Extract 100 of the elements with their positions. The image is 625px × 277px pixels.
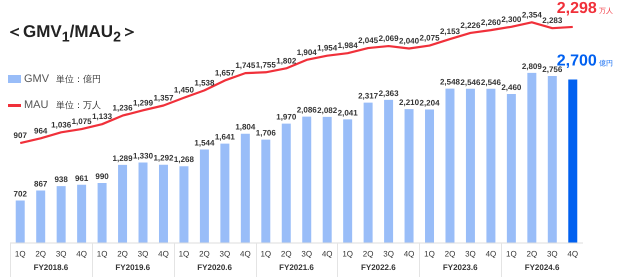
data-label: 1,544: [194, 138, 215, 148]
x-tick-label: 1Q: [178, 250, 190, 259]
data-label: 2,226: [460, 20, 481, 30]
data-label: 1,299: [133, 98, 154, 108]
annotation: 単位：億円: [56, 74, 101, 86]
data-label: 1,133: [92, 112, 113, 122]
text: FY2021.6: [278, 263, 315, 272]
data-label: 1,706: [256, 128, 276, 138]
x-tick-label: 4Q: [158, 250, 169, 259]
data-label: 2,354: [522, 10, 542, 20]
annotation: 単位：万人: [56, 100, 101, 112]
data-label: 1,904: [296, 48, 318, 57]
data-label: 867: [34, 179, 48, 188]
x-tick-label: 1Q: [260, 250, 272, 259]
x-tick-label: 4Q: [240, 250, 251, 259]
x-tick-label: 4Q: [486, 250, 496, 259]
data-label: 2,040: [399, 36, 420, 46]
bar: [118, 164, 128, 243]
bar: [179, 166, 188, 243]
data-label: 2,809: [522, 62, 542, 71]
data-label: 2,153: [440, 27, 461, 36]
data-label: 964: [34, 126, 48, 136]
bar: [568, 79, 578, 243]
x-tick-label: 2Q: [35, 250, 46, 259]
data-label: 2,300: [501, 14, 522, 24]
data-label: 1,804: [235, 122, 256, 132]
x-tick-label: 1Q: [96, 250, 108, 259]
x-tick-label: 3Q: [220, 250, 230, 259]
data-label: 1,236: [112, 104, 134, 113]
x-tick-label: 4Q: [76, 250, 87, 259]
x-tick-label: 3Q: [383, 250, 394, 259]
legend-label: GMV: [24, 73, 50, 85]
bar: [77, 184, 86, 243]
data-label: 1,292: [153, 154, 174, 163]
bar: [16, 200, 25, 243]
bar: [466, 88, 475, 243]
bar: [56, 186, 66, 243]
text: FY2024.6: [524, 263, 560, 272]
bar: [364, 102, 373, 243]
data-label: 2,283: [542, 16, 563, 26]
x-tick-label: 3Q: [138, 250, 148, 259]
data-label: 2,298: [556, 0, 597, 17]
x-tick-label: 1Q: [342, 250, 353, 259]
data-label: 1,357: [153, 93, 174, 102]
data-label: 1,755: [256, 60, 276, 70]
x-tick-label: 2Q: [526, 250, 538, 259]
text: FY2022.6: [360, 263, 397, 272]
text: FY2020.6: [196, 263, 233, 272]
data-label: 961: [74, 174, 89, 183]
bar: [445, 88, 454, 243]
bar: [98, 183, 107, 243]
data-label: 1,289: [112, 154, 134, 163]
data-label: 1,075: [72, 117, 92, 126]
data-label: 2,260: [480, 18, 502, 28]
x-tick-label: 2Q: [280, 250, 292, 259]
bar: [138, 162, 148, 243]
x-tick-label: 2Q: [117, 250, 128, 259]
data-label: 2,546: [460, 78, 481, 87]
data-label: 2,546: [480, 78, 502, 87]
bar: [384, 100, 394, 243]
data-label: 1,745: [235, 61, 256, 70]
x-tick-label: 4Q: [322, 250, 333, 259]
data-label: 1,657: [214, 68, 236, 78]
data-label: 2,075: [420, 34, 440, 43]
x-tick-label: 4Q: [404, 250, 414, 259]
x-tick-label: 4Q: [567, 250, 578, 259]
bar: [506, 94, 516, 243]
data-label: 1,641: [214, 132, 236, 142]
bar: [322, 116, 332, 243]
data-label: 2,317: [358, 92, 379, 101]
bar: [425, 109, 434, 243]
data-label: 1,984: [338, 41, 358, 50]
text: FY2023.6: [442, 263, 479, 272]
bar: [240, 134, 250, 243]
x-tick-label: 1Q: [424, 250, 435, 259]
data-label: 2,363: [378, 88, 400, 98]
data-label: 1,330: [133, 151, 154, 160]
data-label: 1,970: [276, 112, 297, 122]
legend-label: MAU: [24, 99, 50, 111]
bar: [261, 140, 270, 243]
bar: [527, 72, 536, 243]
data-label: 1,036: [51, 120, 72, 130]
x-tick-label: 3Q: [56, 250, 66, 259]
x-tick-label: 2Q: [362, 250, 374, 259]
data-label: 2,041: [338, 108, 358, 118]
data-label: 1,268: [174, 155, 194, 164]
x-tick-label: 3Q: [465, 250, 476, 259]
x-tick-label: 1Q: [14, 250, 26, 259]
data-label: 990: [95, 172, 110, 182]
bar: [220, 144, 230, 243]
data-label: 1,450: [174, 86, 194, 95]
data-label: 2,756: [542, 65, 563, 74]
data-label: 1,954: [317, 44, 338, 53]
text: FY2019.6: [114, 263, 152, 272]
bar: [343, 119, 352, 243]
bar: [158, 164, 168, 243]
data-label: 2,210: [399, 98, 420, 108]
data-label: 1,538: [194, 78, 215, 88]
bar: [282, 124, 291, 243]
bar: [404, 109, 414, 243]
